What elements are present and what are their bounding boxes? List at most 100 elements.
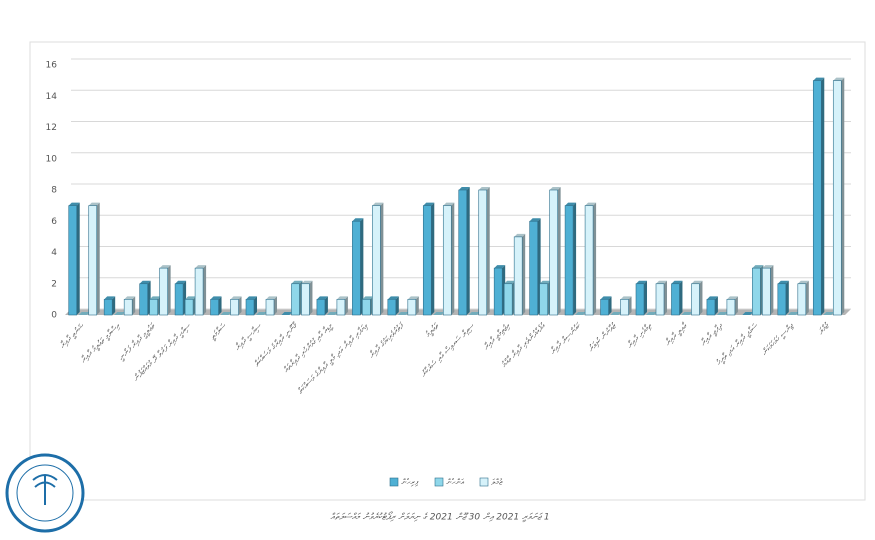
bar xyxy=(387,299,397,316)
bar xyxy=(503,283,513,316)
bar xyxy=(655,283,665,316)
y-tick-label: 14 xyxy=(46,92,58,102)
bar-top xyxy=(149,296,161,300)
x-tick-label: އިޖުތިމާޢީ ދާއިރާ xyxy=(481,321,513,353)
bar xyxy=(706,299,716,316)
bar-top xyxy=(443,202,455,206)
bar-top xyxy=(823,312,835,315)
bar-side xyxy=(841,77,845,315)
legend-label: އަންހެން xyxy=(446,478,465,487)
bar xyxy=(442,205,452,316)
bar-top xyxy=(210,296,222,300)
y-tick-label: 2 xyxy=(51,279,57,289)
x-tick-label: ޝަރުޢީ ދާއިރާ xyxy=(58,321,88,351)
bar-top xyxy=(671,280,683,284)
x-tick-label: ސަލާމަތީ xyxy=(208,321,229,342)
bar-top xyxy=(407,296,419,300)
x-tick-label: އިސްލާމީ ތަޢުލީމު ދާއިރާ xyxy=(79,321,124,366)
legend-swatch xyxy=(479,477,489,487)
bar-top xyxy=(372,202,384,206)
bar-side xyxy=(770,265,774,315)
x-tick-label: ދިފާޢީ ދާއިރާ xyxy=(698,321,726,349)
bar-top xyxy=(291,280,303,284)
bar-top xyxy=(362,296,374,300)
bar-side xyxy=(96,202,100,315)
y-tick-label: 8 xyxy=(51,186,57,196)
bar-top xyxy=(833,77,845,81)
bar-side xyxy=(466,187,470,315)
bar-side xyxy=(628,296,632,315)
bar-top xyxy=(742,312,754,315)
bar xyxy=(372,205,381,316)
bar xyxy=(600,299,609,316)
bar xyxy=(291,283,300,316)
bar xyxy=(159,267,168,316)
bar-top xyxy=(529,218,541,222)
bar-top xyxy=(423,202,435,206)
bar-top xyxy=(585,202,597,206)
bar xyxy=(493,267,503,316)
bar xyxy=(422,205,432,316)
bar-side xyxy=(522,233,526,315)
bar-top xyxy=(549,187,561,190)
logo xyxy=(5,453,85,533)
bar xyxy=(832,80,842,316)
bar xyxy=(478,189,488,316)
bar-top xyxy=(726,296,738,300)
bar-side xyxy=(76,202,80,315)
bar-top xyxy=(220,312,232,315)
bar xyxy=(123,299,133,316)
bar xyxy=(513,236,523,316)
bar xyxy=(407,299,417,316)
bar-side xyxy=(608,296,612,315)
bar-side xyxy=(254,296,257,315)
bar-side xyxy=(664,280,667,315)
bar-side xyxy=(573,202,577,315)
bar-top xyxy=(352,218,364,222)
bar-top xyxy=(301,280,313,284)
bar-side xyxy=(486,187,490,315)
bar-top xyxy=(458,187,470,190)
bar xyxy=(184,299,194,316)
bar xyxy=(797,283,807,316)
bar-top xyxy=(78,312,90,315)
bar xyxy=(230,299,239,316)
x-tick-label: ފަތުރުވެރިކަމުގެ ދާއިރާ xyxy=(367,320,406,359)
bar-top xyxy=(716,312,728,315)
y-tick-label: 6 xyxy=(51,217,57,227)
bar-side xyxy=(218,296,222,315)
bar-top xyxy=(797,280,809,284)
bar-top xyxy=(124,296,136,300)
bar-top xyxy=(777,280,789,284)
bar xyxy=(458,189,468,316)
x-tick-label: ޖިންސީ ހަމަހަމަކަން xyxy=(760,321,797,358)
bar-top xyxy=(316,296,328,300)
bar-side xyxy=(451,202,455,315)
bar xyxy=(301,283,310,316)
bar-top xyxy=(681,312,693,315)
x-tick-label: ޖުމްލަ xyxy=(816,321,832,337)
chart-border xyxy=(29,41,866,501)
bar-top xyxy=(565,202,577,206)
y-tick-label: 16 xyxy=(46,61,58,71)
bar-side xyxy=(309,280,313,315)
bar-top xyxy=(494,265,506,269)
bar xyxy=(103,299,113,316)
bar xyxy=(88,205,98,316)
bar xyxy=(149,299,158,316)
bar xyxy=(539,283,548,316)
bar-side xyxy=(557,187,561,315)
bar xyxy=(139,283,148,316)
bar xyxy=(777,283,787,316)
bar-top xyxy=(185,296,197,300)
bar-top xyxy=(175,280,187,284)
bar-top xyxy=(762,265,774,269)
bar-side xyxy=(112,296,116,315)
bar-side xyxy=(380,202,384,315)
bar xyxy=(752,267,761,316)
bar-side xyxy=(593,202,597,315)
bar-side xyxy=(238,296,242,315)
bar-top xyxy=(397,312,409,315)
bar-top xyxy=(813,77,825,81)
bar xyxy=(316,299,326,316)
